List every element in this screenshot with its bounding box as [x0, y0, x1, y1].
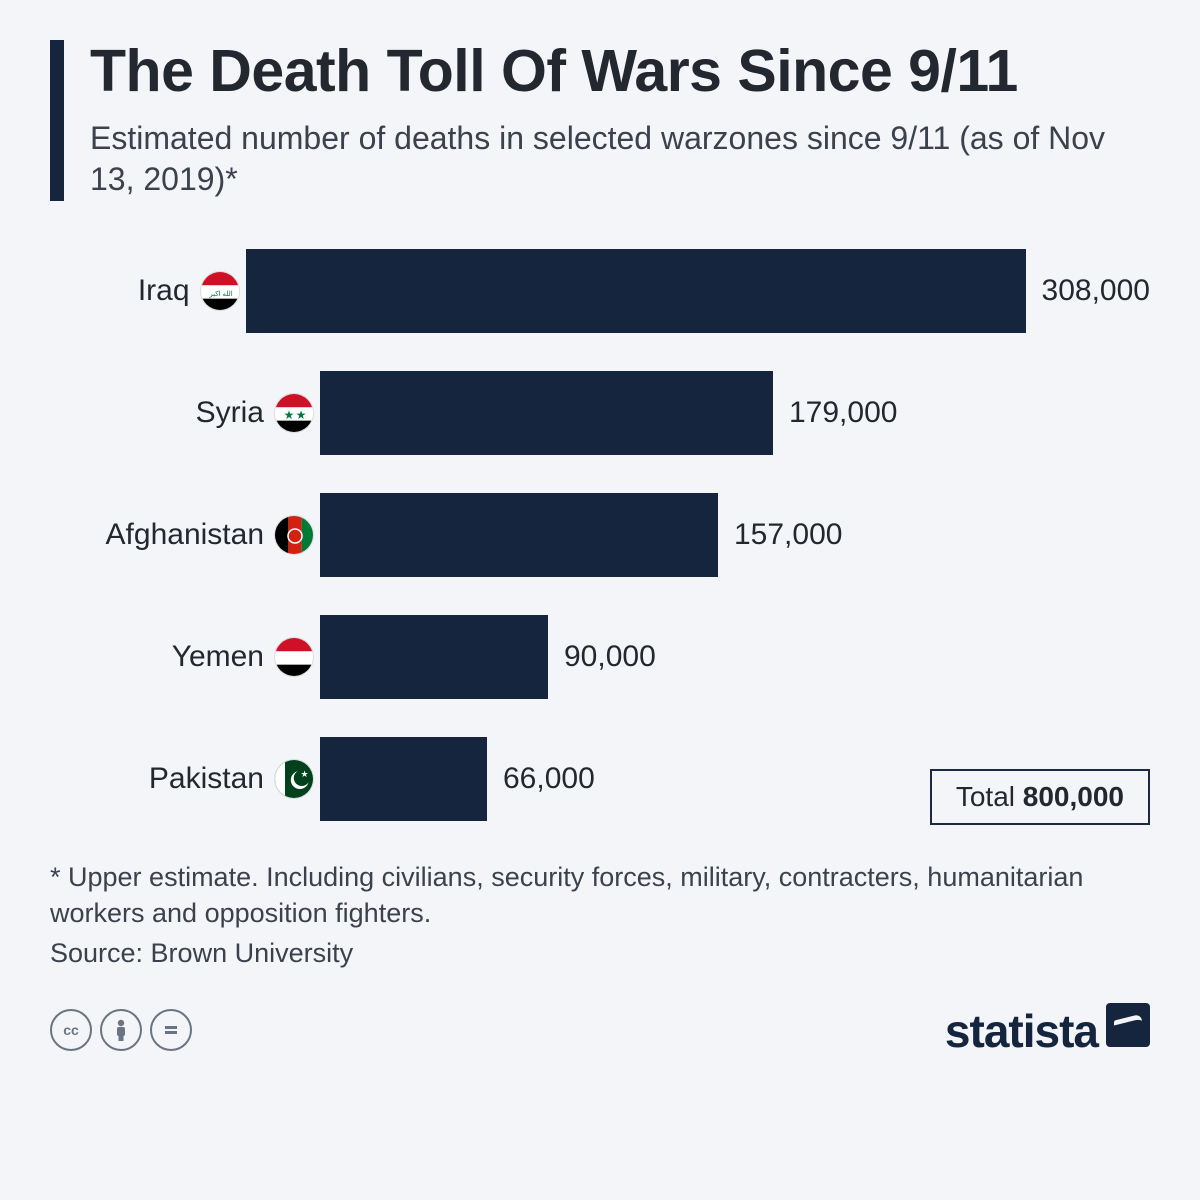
bar-value: 157,000 — [734, 518, 842, 552]
bar-row: Iraq الله اكبر 308,000 — [50, 249, 1150, 333]
chart-title: The Death Toll Of Wars Since 9/11 — [90, 40, 1150, 104]
brand-text: statista — [945, 1004, 1098, 1058]
bar-cell: 179,000 — [320, 371, 1150, 455]
bar-chart: Iraq الله اكبر 308,000 Syria ★★ 179,000 … — [50, 249, 1150, 821]
flag-icon — [274, 515, 314, 555]
bar — [320, 737, 487, 821]
bar-cell: 308,000 — [246, 249, 1150, 333]
country-label: Iraq — [138, 274, 190, 308]
footer: cc statista — [50, 1003, 1150, 1058]
bar-value: 179,000 — [789, 396, 897, 430]
header: The Death Toll Of Wars Since 9/11 Estima… — [50, 40, 1150, 201]
bar-row: Yemen 90,000 — [50, 615, 1150, 699]
svg-text:★: ★ — [284, 408, 295, 422]
cc-icon: cc — [50, 1009, 92, 1051]
flag-icon: ★★ — [274, 393, 314, 433]
flag-icon: الله اكبر — [200, 271, 240, 311]
total-value: 800,000 — [1023, 781, 1124, 812]
label-cell: Pakistan ★ — [50, 759, 320, 799]
label-cell: Syria ★★ — [50, 393, 320, 433]
brand-logo: statista — [945, 1003, 1150, 1058]
svg-text:cc: cc — [63, 1022, 79, 1038]
svg-text:★: ★ — [301, 769, 309, 779]
bar-value: 308,000 — [1042, 274, 1150, 308]
label-cell: Yemen — [50, 637, 320, 677]
svg-text:الله اكبر: الله اكبر — [208, 290, 232, 298]
svg-text:★: ★ — [296, 408, 307, 422]
title-block: The Death Toll Of Wars Since 9/11 Estima… — [50, 40, 1150, 201]
bar — [320, 493, 718, 577]
total-box: Total 800,000 — [930, 769, 1150, 825]
bar-cell: 90,000 — [320, 615, 1150, 699]
nd-icon — [150, 1009, 192, 1051]
country-label: Pakistan — [149, 762, 264, 796]
country-label: Syria — [196, 396, 264, 430]
license-icons: cc — [50, 1009, 192, 1051]
country-label: Yemen — [172, 640, 264, 674]
bar-value: 90,000 — [564, 640, 656, 674]
label-cell: Iraq الله اكبر — [50, 271, 246, 311]
flag-icon — [274, 637, 314, 677]
total-label: Total — [956, 781, 1015, 812]
bar-row: Afghanistan 157,000 — [50, 493, 1150, 577]
chart-area: Iraq الله اكبر 308,000 Syria ★★ 179,000 … — [50, 249, 1150, 821]
source: Source: Brown University — [50, 938, 1150, 969]
footnote: * Upper estimate. Including civilians, s… — [50, 859, 1150, 932]
flag-icon: ★ — [274, 759, 314, 799]
chart-subtitle: Estimated number of deaths in selected w… — [90, 118, 1150, 201]
bar — [320, 371, 773, 455]
bar — [246, 249, 1026, 333]
bar-value: 66,000 — [503, 762, 595, 796]
label-cell: Afghanistan — [50, 515, 320, 555]
by-icon — [100, 1009, 142, 1051]
country-label: Afghanistan — [106, 518, 264, 552]
bar-cell: 157,000 — [320, 493, 1150, 577]
bar-row: Syria ★★ 179,000 — [50, 371, 1150, 455]
brand-mark-icon — [1106, 1003, 1150, 1047]
bar — [320, 615, 548, 699]
